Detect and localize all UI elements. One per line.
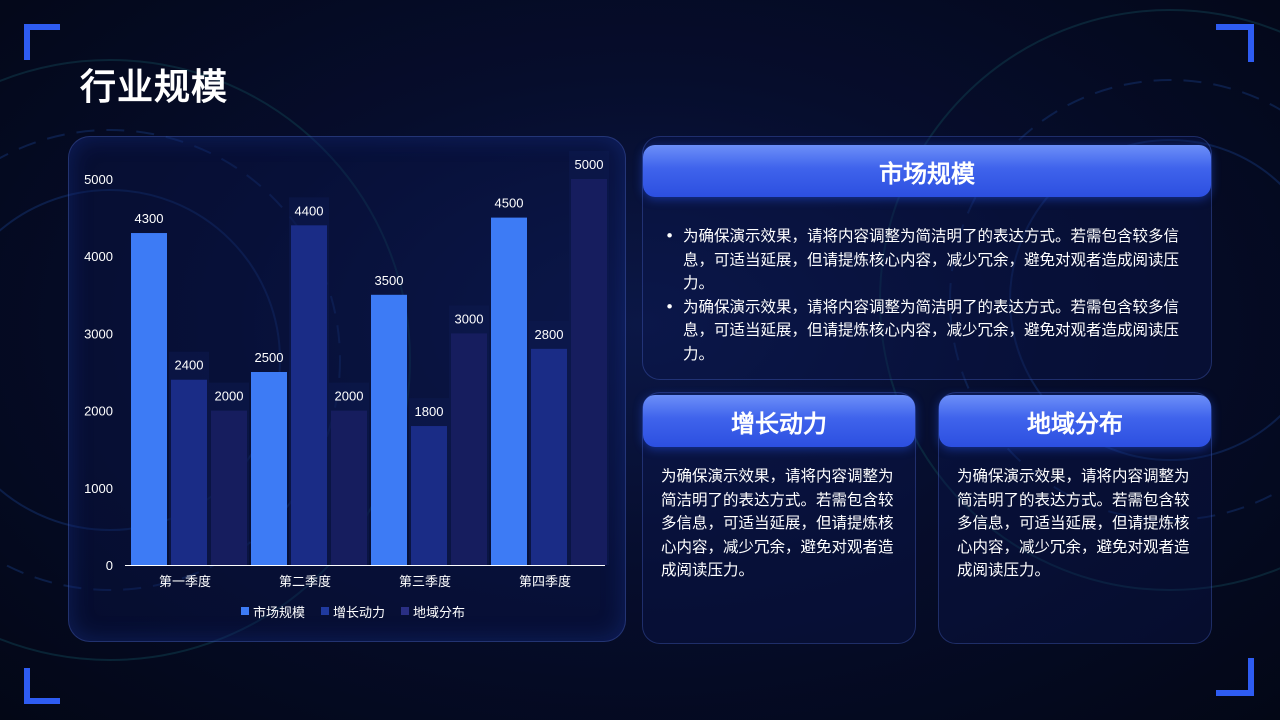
legend-label: 市场规模 (253, 605, 305, 621)
region-panel: 地域分布 为确保演示效果，请将内容调整为简洁明了的表达方式。若需包含较多信息，可… (938, 392, 1212, 644)
growth-panel-body: 为确保演示效果，请将内容调整为简洁明了的表达方式。若需包含较多信息，可适当延展，… (661, 467, 894, 579)
bullet-item: 为确保演示效果，请将内容调整为简洁明了的表达方式。若需包含较多信息，可适当延展，… (663, 296, 1197, 367)
bar (251, 372, 287, 565)
legend-swatch (241, 607, 249, 615)
data-label: 3500 (375, 273, 404, 288)
x-tick-label: 第三季度 (399, 574, 451, 590)
legend-label: 增长动力 (333, 606, 385, 621)
y-tick-label: 3000 (84, 326, 113, 341)
page-title: 行业规模 (80, 67, 229, 108)
data-label: 2400 (175, 358, 204, 373)
y-tick-label: 0 (106, 558, 113, 573)
market-panel-body: 为确保演示效果，请将内容调整为简洁明了的表达方式。若需包含较多信息，可适当延展，… (663, 225, 1197, 366)
y-tick-label: 4000 (84, 249, 113, 264)
x-tick-label: 第二季度 (279, 574, 331, 590)
region-panel-header: 地域分布 (939, 395, 1211, 447)
data-label: 1800 (415, 404, 444, 419)
data-label: 4400 (295, 203, 324, 218)
corner-bracket-top-right (1216, 24, 1254, 62)
data-label: 2000 (335, 389, 364, 404)
corner-bracket-top-left (24, 24, 60, 60)
y-tick-label: 2000 (84, 404, 113, 419)
data-label: 3000 (455, 311, 484, 326)
bullet-item: 为确保演示效果，请将内容调整为简洁明了的表达方式。若需包含较多信息，可适当延展，… (663, 225, 1197, 296)
y-tick-label: 1000 (84, 481, 113, 496)
x-tick-label: 第一季度 (159, 574, 211, 590)
bar (371, 294, 407, 565)
corner-bracket-bottom-left (24, 668, 60, 704)
bar-chart: 0 1000 2000 3000 4000 5000 4300 2500 3500 4500 240… (84, 151, 609, 621)
data-label: 4300 (135, 211, 164, 226)
market-panel-header: 市场规模 (643, 145, 1211, 197)
bar (131, 233, 167, 565)
y-tick-label: 5000 (84, 172, 113, 187)
bar (491, 217, 527, 565)
legend-label: 地域分布 (413, 606, 465, 621)
growth-panel-header: 增长动力 (643, 395, 915, 447)
data-label: 2500 (255, 350, 284, 365)
market-bullet-list: 为确保演示效果，请将内容调整为简洁明了的表达方式。若需包含较多信息，可适当延展，… (663, 225, 1197, 366)
data-label: 2000 (215, 389, 244, 404)
bar (331, 410, 367, 565)
bar (171, 379, 207, 565)
bar (211, 410, 247, 565)
bar (571, 179, 607, 565)
data-label: 4500 (495, 196, 524, 211)
growth-panel: 增长动力 为确保演示效果，请将内容调整为简洁明了的表达方式。若需包含较多信息，可… (642, 392, 916, 644)
legend-swatch (401, 607, 409, 615)
bar (531, 348, 567, 565)
corner-bracket-bottom-right (1216, 658, 1254, 696)
chart-panel: 0 1000 2000 3000 4000 5000 4300 2500 3500 4500 240… (68, 136, 626, 642)
x-tick-label: 第四季度 (519, 574, 571, 590)
data-label: 5000 (575, 157, 604, 172)
bar (291, 225, 327, 565)
bar (411, 426, 447, 565)
market-panel: 市场规模 为确保演示效果，请将内容调整为简洁明了的表达方式。若需包含较多信息，可… (642, 136, 1212, 380)
data-label: 2800 (535, 327, 564, 342)
region-panel-body: 为确保演示效果，请将内容调整为简洁明了的表达方式。若需包含较多信息，可适当延展，… (957, 467, 1190, 579)
bar (451, 333, 487, 565)
legend-swatch (321, 607, 329, 615)
